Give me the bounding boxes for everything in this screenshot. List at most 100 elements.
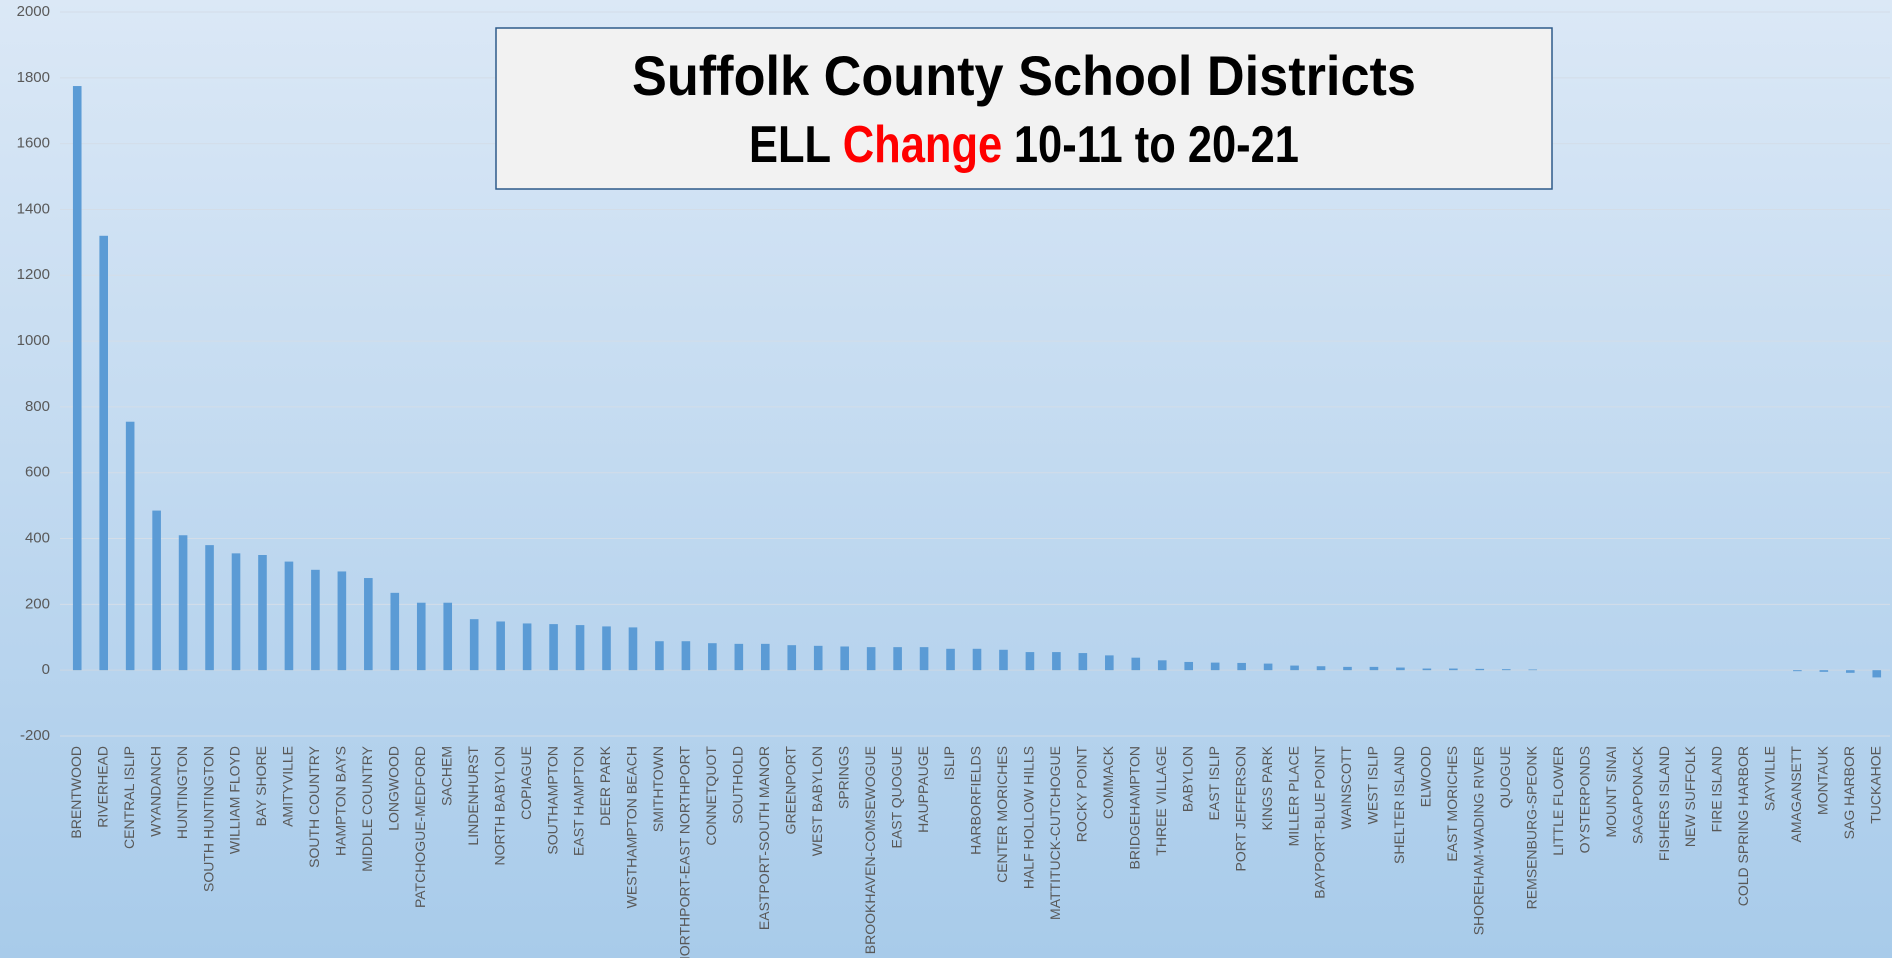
x-tick-label: SAG HARBOR: [1841, 746, 1857, 839]
bar: [734, 643, 744, 671]
bar: [469, 619, 479, 671]
x-tick-label: REMSENBURG-SPEONK: [1523, 745, 1539, 909]
x-tick-label: CENTER MORICHES: [994, 746, 1010, 883]
bar: [1475, 668, 1485, 671]
bar: [681, 641, 691, 671]
x-tick-label: BRENTWOOD: [68, 746, 84, 839]
grid: -200 0 200 400 600 800 1000 1200 1400 1600 1800 200…: [17, 3, 1890, 958]
x-tick-label: MATTITUCK-CUTCHOGUE: [1047, 746, 1063, 920]
y-tick-label: 2000: [17, 3, 50, 20]
title-box: [495, 27, 1553, 190]
bar: [655, 641, 664, 671]
bar: [1369, 666, 1379, 671]
y-tick-label: 1000: [17, 332, 50, 349]
bar: [152, 510, 161, 671]
x-tick-label: SOUTHOLD: [730, 746, 746, 824]
x-tick-label: ISLIP: [941, 746, 957, 780]
x-tick-label: BROOKHAVEN-COMSEWOGUE: [862, 746, 878, 954]
x-tick-label: SOUTH COUNTRY: [306, 745, 322, 868]
x-tick-label: SAYVILLE: [1762, 746, 1778, 811]
x-tick-label: KINGS PARK: [1259, 745, 1275, 830]
x-tick-label: COPIAGUE: [518, 746, 534, 820]
x-tick-label: EAST QUOGUE: [888, 746, 904, 848]
x-tick-label: LINDENHURST: [465, 746, 481, 846]
x-tick-label: EAST MORICHES: [1444, 746, 1460, 862]
bar: [443, 602, 453, 671]
bar: [258, 555, 267, 671]
y-tick-label: 200: [25, 595, 50, 612]
x-tick-label: WEST BABYLON: [809, 746, 825, 856]
x-tick-label: HARBORFIELDS: [968, 746, 984, 855]
x-tick-label: NORTH BABYLON: [491, 746, 507, 866]
bar: [1872, 670, 1882, 678]
bar: [708, 643, 717, 671]
subtitle-highlight: Change: [843, 116, 1002, 174]
bar: [1528, 669, 1538, 671]
bar: [549, 624, 558, 671]
x-tick-label: WYANDANCH: [147, 746, 163, 837]
bar: [231, 553, 241, 671]
x-tick-label: WILLIAM FLOYD: [227, 746, 243, 854]
bar: [72, 86, 82, 671]
x-tick-label: EASTPORT-SOUTH MANOR: [756, 746, 772, 930]
bar: [1131, 657, 1141, 671]
x-tick-label: EAST ISLIP: [1206, 746, 1222, 820]
x-tick-label: LONGWOOD: [386, 746, 402, 831]
bar: [496, 621, 505, 671]
x-tick-label: SMITHTOWN: [650, 746, 666, 832]
bar: [1793, 670, 1802, 672]
bar: [602, 626, 611, 671]
x-tick-label: CONNETQUOT: [703, 746, 719, 846]
bar: [1846, 670, 1855, 673]
x-tick-label: SOUTH HUNTINGTON: [200, 746, 216, 892]
x-tick-label: NORTHPORT-EAST NORTHPORT: [677, 746, 693, 958]
x-tick-label: SACHEM: [438, 746, 454, 806]
bar: [99, 235, 108, 671]
bar: [205, 545, 214, 671]
x-tick-label: ELWOOD: [1418, 746, 1434, 807]
bar: [760, 643, 770, 671]
bar: [1449, 668, 1458, 671]
x-tick-label: BABYLON: [1179, 746, 1195, 812]
y-tick-label: 800: [25, 398, 50, 415]
bar: [919, 647, 929, 671]
bar: [364, 578, 373, 671]
bar: [337, 571, 347, 671]
bar: [1025, 652, 1035, 671]
x-tick-label: BAYPORT-BLUE POINT: [1312, 746, 1328, 899]
x-tick-label: WESTHAMPTON BEACH: [624, 746, 640, 908]
x-tick-label: HAUPPAUGE: [915, 746, 931, 833]
x-tick-label: MOUNT SINAI: [1603, 746, 1619, 838]
bar: [1237, 662, 1246, 671]
y-tick-label: 400: [25, 530, 50, 547]
y-tick-label: 600: [25, 464, 50, 481]
x-tick-label: HUNTINGTON: [174, 746, 190, 839]
x-tick-label: SPRINGS: [835, 746, 851, 809]
chart-title: Suffolk County School Districts: [632, 44, 1416, 107]
bar: [893, 647, 902, 671]
bar: [1078, 653, 1088, 671]
bars: [72, 86, 1882, 678]
bar: [1316, 666, 1326, 671]
bar: [787, 645, 797, 671]
bar: [1343, 666, 1352, 671]
x-tick-label: AMAGANSETT: [1788, 746, 1804, 843]
x-tick-label: MONTAUK: [1815, 745, 1831, 815]
bar: [522, 623, 532, 671]
x-tick-label: BRIDGEHAMPTON: [1126, 746, 1142, 869]
x-tick-label: BAY SHORE: [253, 746, 269, 826]
bar: [125, 421, 135, 671]
bar: [1422, 668, 1432, 671]
bar: [178, 535, 188, 671]
x-tick-label: RIVERHEAD: [94, 746, 110, 828]
x-tick-label: HAMPTON BAYS: [333, 746, 349, 856]
bar: [1157, 660, 1167, 671]
x-tick-label: THREE VILLAGE: [1153, 746, 1169, 856]
bar: [311, 569, 320, 671]
bar: [1052, 652, 1061, 671]
bar: [946, 648, 955, 671]
bar: [1290, 665, 1299, 671]
x-tick-label: PATCHOGUE-MEDFORD: [412, 746, 428, 908]
